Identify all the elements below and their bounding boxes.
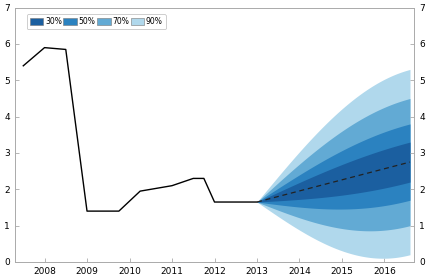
Legend: 30%, 50%, 70%, 90%: 30%, 50%, 70%, 90%: [27, 14, 166, 29]
